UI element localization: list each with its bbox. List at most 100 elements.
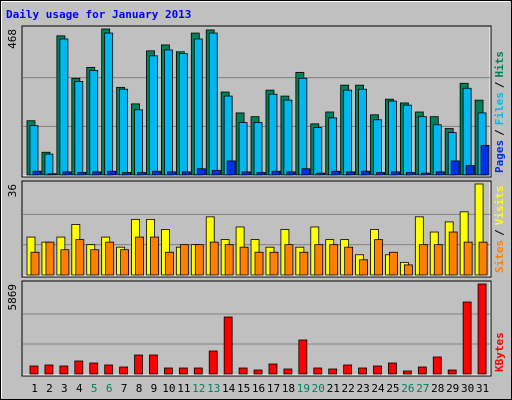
bar <box>119 366 129 375</box>
bar <box>389 251 398 276</box>
bar <box>30 251 40 276</box>
panel-bevel <box>23 182 491 277</box>
x-tick-label: 31 <box>476 382 489 395</box>
x-tick-label: 25 <box>386 382 399 395</box>
legend: KBytes <box>493 332 506 372</box>
bar <box>343 364 353 375</box>
panel-bevel <box>23 282 491 376</box>
x-tick-label: 1 <box>31 382 38 395</box>
bar <box>432 356 442 375</box>
bar <box>152 170 161 176</box>
bar <box>256 172 266 176</box>
legend: Sites / Visits <box>493 186 506 274</box>
x-tick-label: 8 <box>136 382 143 395</box>
bar <box>253 369 263 375</box>
bar <box>299 251 309 276</box>
legend: Pages / Files / Hits <box>493 51 506 173</box>
legend-separator: / <box>493 129 506 136</box>
bar <box>480 144 490 176</box>
bar <box>77 172 87 176</box>
bar <box>376 172 385 176</box>
bar <box>238 367 248 375</box>
x-tick-label: 27 <box>416 382 429 395</box>
bar <box>358 367 367 375</box>
bar <box>209 241 219 276</box>
bar <box>122 172 132 176</box>
legend-entry: Pages <box>493 140 506 173</box>
bar <box>402 370 412 375</box>
x-tick-label: 15 <box>237 382 250 395</box>
bar <box>208 350 218 375</box>
bar <box>478 241 488 276</box>
bar <box>90 249 100 276</box>
bar <box>254 251 264 276</box>
x-tick-label: 29 <box>446 382 459 395</box>
bar <box>165 251 174 276</box>
bar <box>283 99 293 176</box>
bar <box>119 88 129 176</box>
x-tick-label: 13 <box>207 382 220 395</box>
bar <box>179 244 189 276</box>
bar <box>178 367 188 375</box>
bar <box>405 172 415 176</box>
x-tick-label: 3 <box>61 382 68 395</box>
bar <box>328 368 338 375</box>
bar <box>316 172 326 176</box>
x-tick-label: 22 <box>342 382 355 395</box>
x-tick-label: 12 <box>192 382 205 395</box>
bar <box>328 117 338 176</box>
x-tick-label: 14 <box>222 382 236 395</box>
bar <box>164 367 173 375</box>
bar <box>223 316 233 375</box>
bar <box>447 369 457 375</box>
bar <box>462 301 472 375</box>
bar <box>150 236 159 276</box>
bar <box>271 170 281 176</box>
bar <box>269 251 279 276</box>
bar <box>284 244 294 276</box>
bar <box>417 366 427 375</box>
bar <box>149 354 158 375</box>
bar <box>402 104 412 176</box>
bar <box>239 246 249 276</box>
bar <box>29 125 39 176</box>
bar <box>194 244 204 276</box>
x-tick-label: 18 <box>282 382 295 395</box>
x-tick-label: 19 <box>297 382 310 395</box>
bar <box>403 264 413 276</box>
bar <box>433 244 443 276</box>
bar <box>241 171 251 176</box>
bar <box>462 87 472 176</box>
bar <box>89 70 99 176</box>
x-tick-label: 2 <box>46 382 53 395</box>
bar <box>450 160 460 176</box>
legend-entry: KBytes <box>493 332 506 372</box>
legend-entry: Sites <box>493 240 506 273</box>
legend-entry: Files <box>493 92 506 125</box>
bar <box>477 283 487 375</box>
x-tick-label: 30 <box>461 382 474 395</box>
y-tick-label: 5869 <box>6 284 19 311</box>
x-tick-label: 17 <box>267 382 280 395</box>
bar <box>104 32 114 176</box>
legend-entry: Hits <box>493 51 506 78</box>
bar <box>75 239 85 276</box>
bar <box>59 365 69 375</box>
bar <box>418 244 428 276</box>
bar <box>283 368 293 375</box>
bar <box>268 363 278 375</box>
bar <box>388 362 397 375</box>
bar <box>448 231 458 276</box>
bar <box>253 122 263 176</box>
bar <box>208 32 218 176</box>
bar <box>331 170 341 176</box>
bar <box>105 241 115 276</box>
bar <box>465 165 475 176</box>
x-tick-label: 6 <box>106 382 113 395</box>
bar <box>167 171 176 176</box>
bar <box>463 241 473 276</box>
bar <box>268 93 278 176</box>
bar <box>358 88 367 176</box>
